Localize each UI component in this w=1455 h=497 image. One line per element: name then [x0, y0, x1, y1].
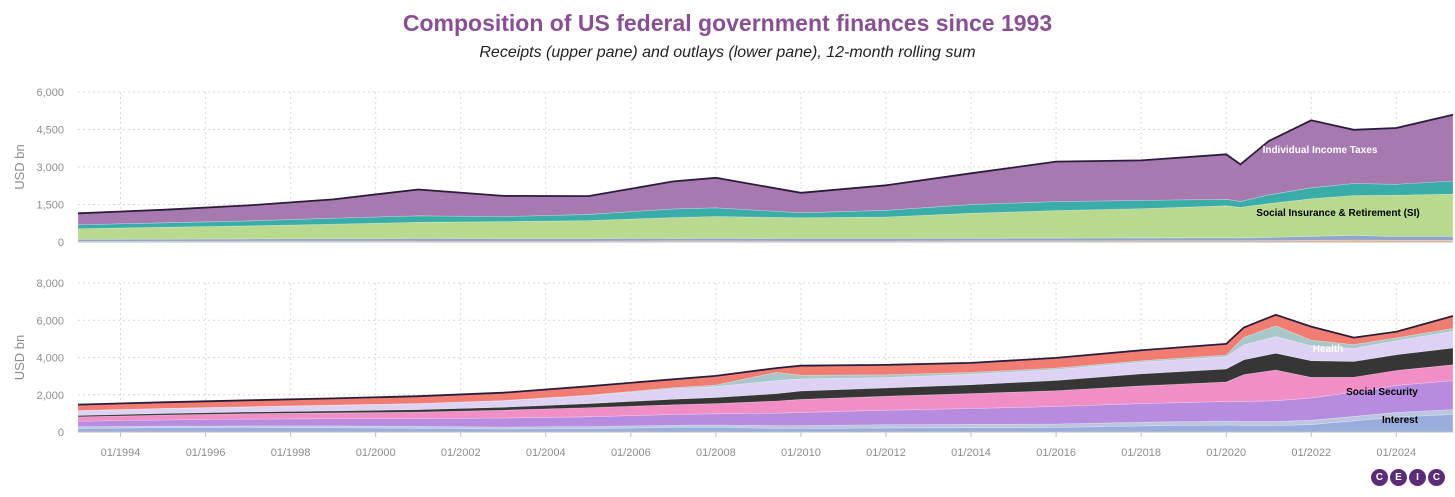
series-annotation: Interest — [1382, 415, 1419, 426]
y-tick-label: 4,500 — [36, 125, 64, 137]
x-tick-label: 01/2018 — [1121, 447, 1161, 459]
x-tick-label: 01/2006 — [611, 447, 651, 459]
x-tick-label: 01/2010 — [781, 447, 821, 459]
logo-letter: C — [1371, 469, 1388, 486]
chart-subtitle: Receipts (upper pane) and outlays (lower… — [479, 44, 976, 61]
x-tick-label: 01/2012 — [866, 447, 906, 459]
logo-letter: E — [1390, 469, 1407, 486]
series-annotation: Health — [1313, 344, 1344, 355]
y-axis-label: USD bn — [12, 144, 27, 190]
chart-title: Composition of US federal government fin… — [402, 10, 1053, 36]
y-tick-label: 4,000 — [36, 353, 64, 365]
series-annotation: Social Security — [1346, 387, 1418, 398]
series-annotation: Social Insurance & Retirement (SI) — [1256, 208, 1419, 219]
y-axis-label: USD bn — [12, 335, 27, 381]
y-tick-label: 8,000 — [36, 278, 64, 290]
y-tick-label: 3,000 — [36, 162, 64, 174]
ceic-logo: C E I C — [1371, 469, 1445, 489]
series-annotation: Individual Income Taxes — [1263, 145, 1378, 156]
series-area — [77, 409, 1454, 430]
x-tick-label: 01/1998 — [271, 447, 311, 459]
total-outline — [77, 113, 1454, 215]
x-tick-label: 01/2014 — [951, 447, 991, 459]
x-tick-label: 01/2016 — [1036, 447, 1076, 459]
x-tick-label: 01/2022 — [1291, 447, 1331, 459]
y-tick-label: 6,000 — [36, 87, 64, 99]
x-tick-label: 01/2020 — [1206, 447, 1246, 459]
logo-letter: C — [1428, 469, 1445, 486]
x-tick-label: 01/2008 — [696, 447, 736, 459]
x-tick-label: 01/2004 — [526, 447, 566, 459]
y-tick-label: 0 — [58, 237, 64, 249]
y-tick-label: 2,000 — [36, 390, 64, 402]
logo-letter: I — [1409, 469, 1426, 486]
x-tick-label: 01/1994 — [101, 447, 141, 459]
x-tick-label: 01/2002 — [441, 447, 481, 459]
x-tick-label: 01/2000 — [356, 447, 396, 459]
y-tick-label: 6,000 — [36, 315, 64, 327]
y-tick-label: 1,500 — [36, 200, 64, 212]
y-tick-label: 0 — [58, 427, 64, 439]
total-outline — [77, 313, 1454, 406]
x-tick-label: 01/1996 — [186, 447, 226, 459]
x-tick-label: 01/2024 — [1376, 447, 1416, 459]
